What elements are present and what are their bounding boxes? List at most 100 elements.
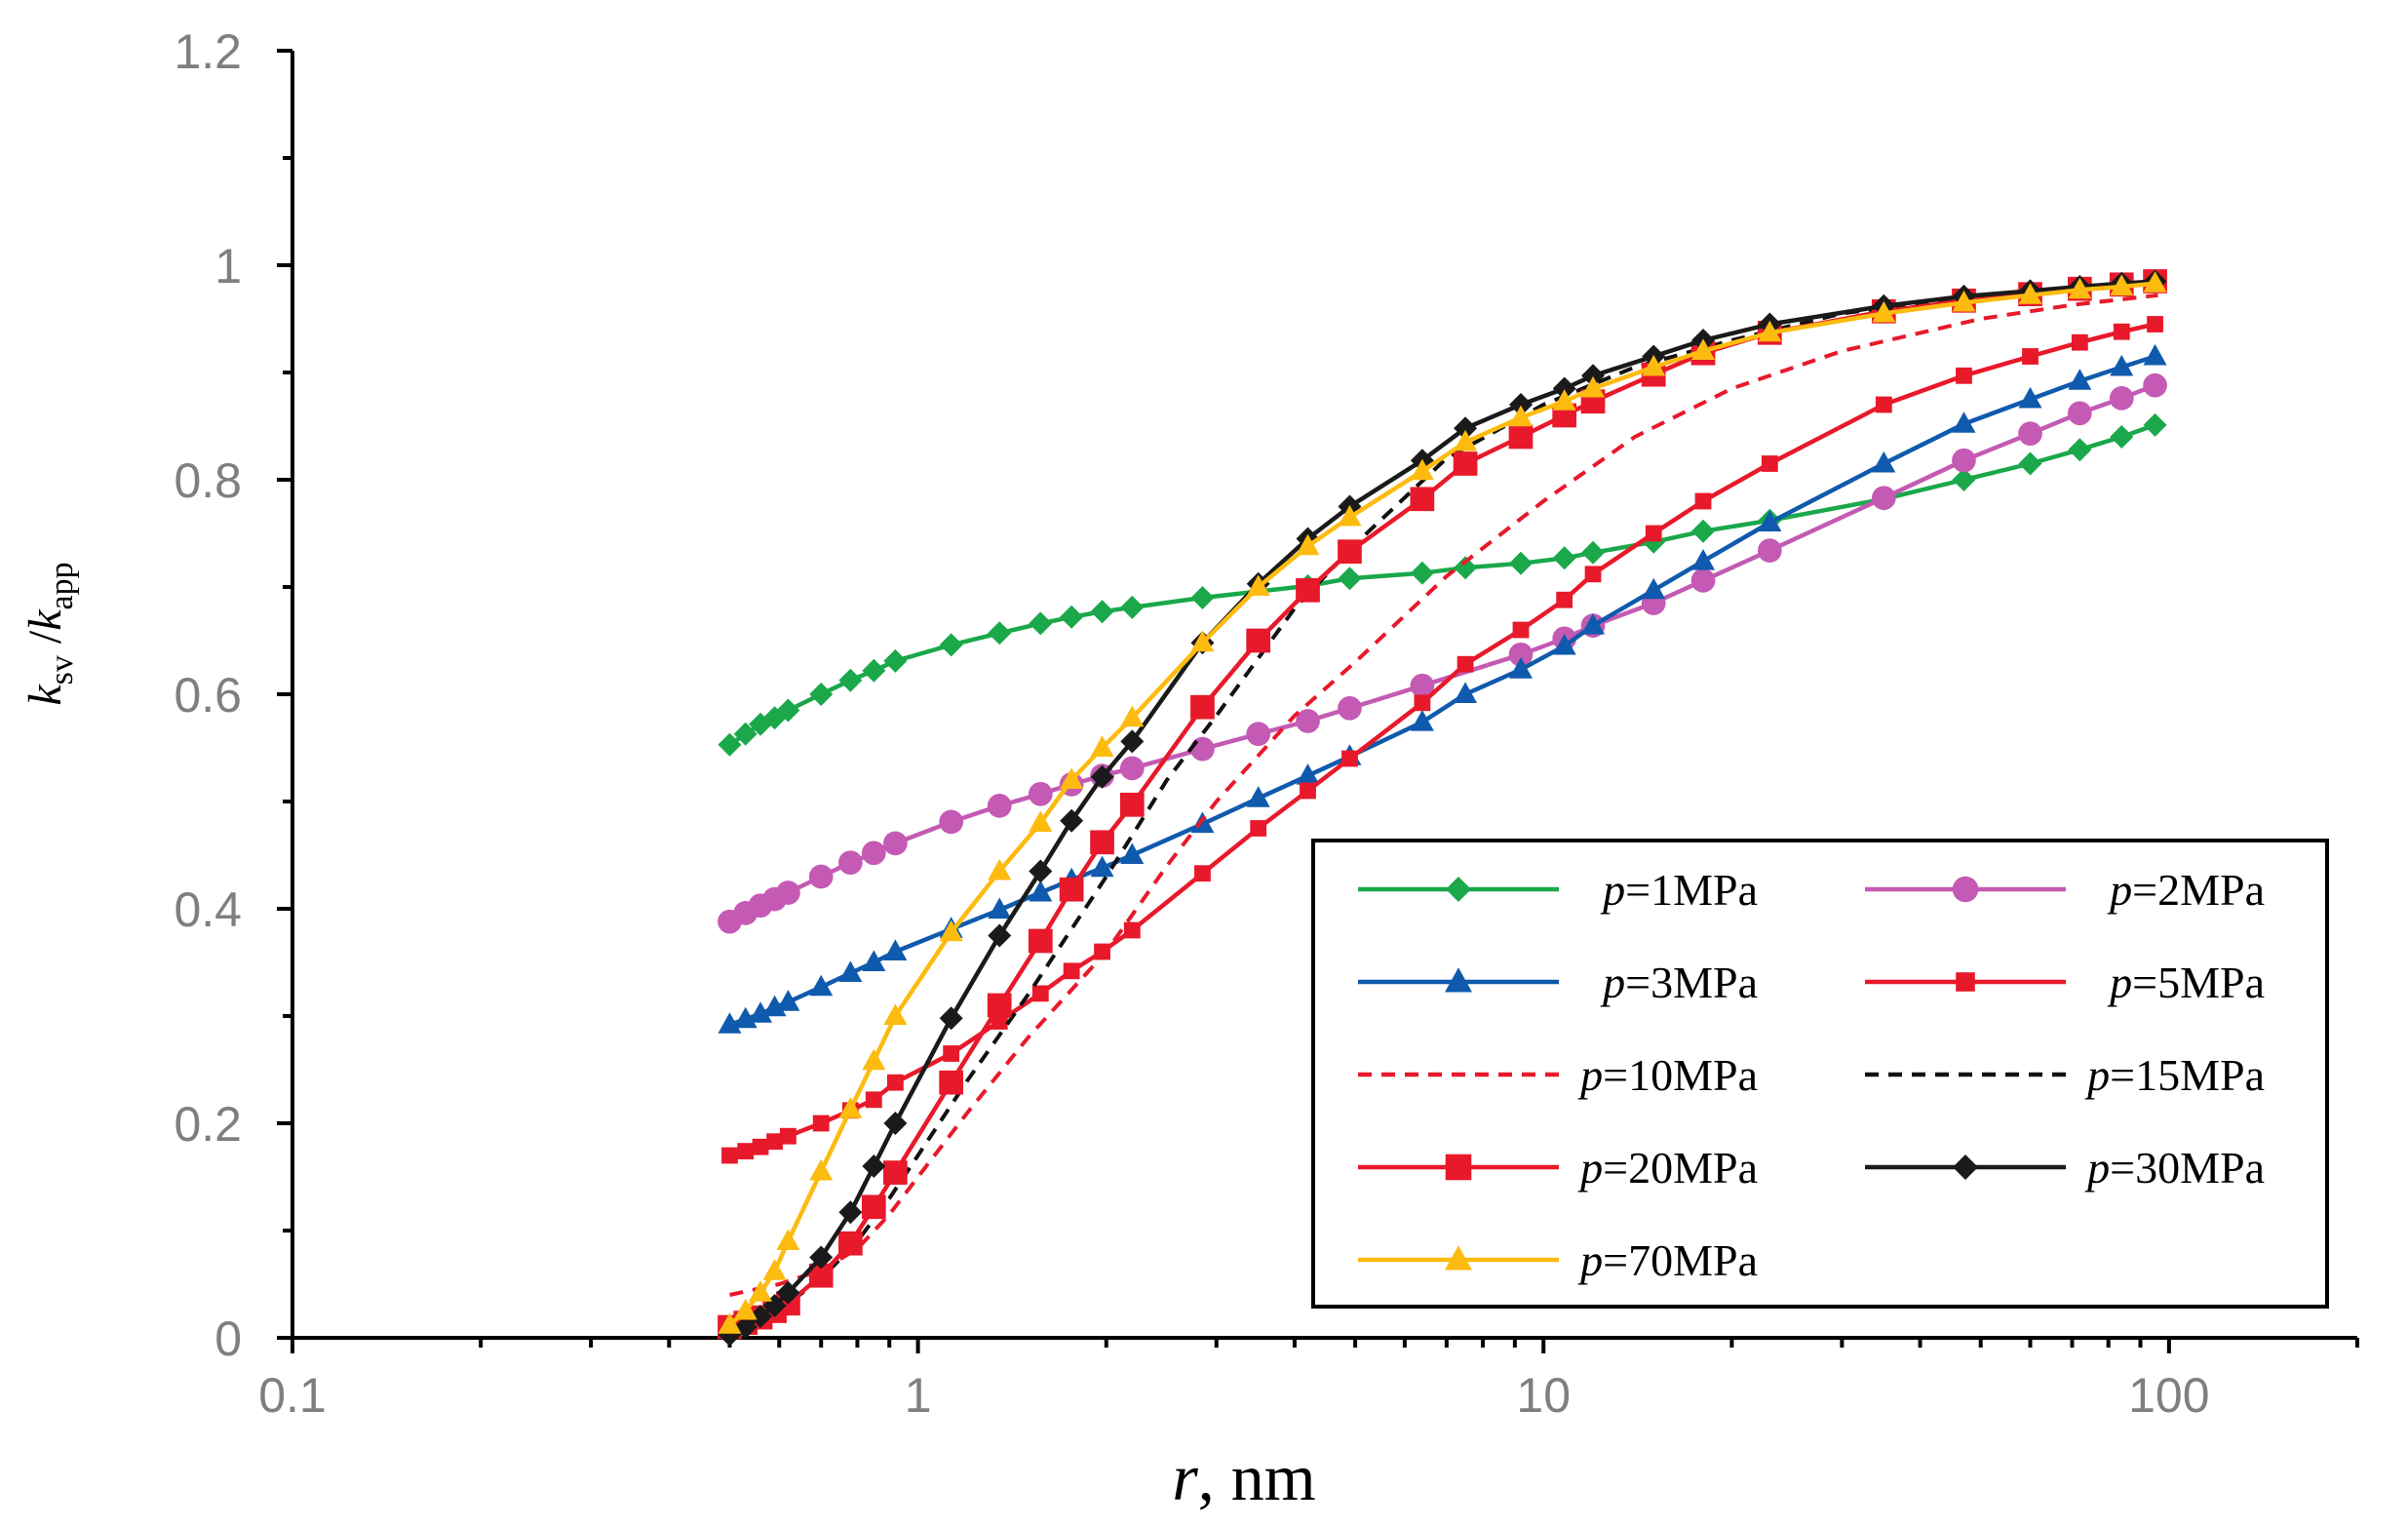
x-tick-label: 1	[905, 1368, 932, 1423]
data-point	[838, 668, 863, 692]
y-tick-label: 0.6	[174, 668, 242, 723]
y-axis-title-sub1: sv	[44, 655, 80, 685]
data-point	[883, 939, 908, 960]
data-point	[862, 658, 886, 683]
data-point	[1871, 486, 1896, 511]
data-point	[1508, 642, 1534, 667]
data-point	[1691, 519, 1716, 543]
data-point	[1120, 729, 1145, 754]
data-point	[1120, 842, 1145, 864]
data-point	[1190, 586, 1215, 609]
data-point	[1581, 375, 1606, 398]
data-point	[733, 722, 757, 746]
data-point	[1090, 830, 1114, 855]
data-point	[886, 1074, 904, 1091]
data-point	[2143, 412, 2167, 437]
data-point	[1029, 611, 1053, 636]
data-point	[2022, 348, 2039, 365]
data-point	[1031, 985, 1049, 1002]
data-point	[939, 920, 963, 942]
data-point	[1956, 367, 1972, 384]
data-point	[883, 648, 908, 673]
data-point	[1410, 710, 1434, 731]
data-point	[1761, 455, 1778, 472]
x-tick-label: 10	[1516, 1368, 1571, 1423]
data-point	[2018, 386, 2042, 409]
data-point	[2110, 425, 2134, 449]
legend-item: p=3MPa	[1358, 958, 1758, 1007]
data-point	[2143, 372, 2167, 398]
data-point	[1581, 540, 1606, 565]
data-point	[939, 633, 963, 657]
data-point	[1246, 786, 1270, 807]
data-point	[1509, 657, 1534, 679]
data-point	[1642, 354, 1666, 376]
legend-label: p=1MPa	[1600, 865, 1758, 915]
legend-item: p=15MPa	[1865, 1050, 2265, 1100]
data-point	[1028, 781, 1053, 806]
series-line	[729, 293, 2158, 1297]
data-point	[1454, 429, 1478, 451]
legend-item: p=30MPa	[1865, 1143, 2265, 1193]
data-point	[1691, 338, 1716, 360]
data-point	[838, 1231, 863, 1256]
data-point	[1454, 682, 1478, 703]
data-point	[2018, 283, 2042, 304]
data-point	[2067, 401, 2092, 426]
data-point	[718, 1012, 742, 1034]
data-point	[862, 950, 886, 971]
data-point	[2110, 274, 2134, 295]
legend-item: p=2MPa	[1865, 865, 2265, 915]
data-point	[1414, 694, 1431, 712]
legend-swatch-marker	[1445, 967, 1472, 993]
data-point	[2018, 451, 2042, 476]
data-point	[943, 1045, 960, 1062]
legend-label-var: p	[1600, 958, 1625, 1007]
data-point	[1341, 750, 1358, 767]
data-point	[1190, 630, 1215, 652]
data-point	[1509, 393, 1534, 416]
data-point	[2018, 421, 2042, 447]
data-point	[776, 1280, 800, 1305]
legend-label: p=10MPa	[1577, 1050, 1758, 1100]
data-point	[1060, 808, 1084, 833]
series-p-5mpa	[721, 316, 2163, 1164]
legend-item: p=1MPa	[1358, 865, 1758, 915]
data-point	[883, 831, 908, 856]
data-point	[838, 1200, 863, 1225]
data-point	[1508, 424, 1534, 450]
data-point	[883, 1003, 908, 1025]
data-point	[1120, 595, 1145, 619]
data-point	[838, 1097, 863, 1118]
data-point	[776, 990, 800, 1011]
y-tick-label: 0	[214, 1311, 242, 1366]
data-point	[1123, 921, 1141, 939]
data-point	[883, 1160, 908, 1185]
data-point	[776, 1229, 800, 1250]
data-point	[749, 1305, 773, 1328]
data-point	[1190, 694, 1215, 720]
data-point	[776, 880, 800, 905]
legend-label: p=2MPa	[2107, 865, 2265, 915]
data-point	[1029, 859, 1053, 883]
data-point	[1246, 628, 1271, 653]
y-tick-label: 0.4	[174, 882, 242, 937]
data-point	[752, 1138, 769, 1155]
data-point	[987, 993, 1012, 1018]
series-p-70mpa	[718, 271, 2167, 1334]
data-point	[1094, 943, 1110, 960]
data-point	[1552, 389, 1576, 411]
data-point	[718, 732, 742, 757]
data-point	[1584, 566, 1602, 583]
legend-label: p=3MPa	[1600, 958, 1758, 1007]
data-point	[776, 698, 800, 723]
data-point	[1875, 396, 1892, 413]
data-point	[737, 1143, 755, 1159]
data-point	[1090, 855, 1114, 878]
series-line	[728, 281, 2158, 1332]
axes: 0 0.2 0.4 0.6 0.8 1 1.2 0.1 1 10 100	[174, 24, 2359, 1423]
data-point	[1338, 539, 1362, 565]
y-tick-label: 0.8	[174, 453, 242, 508]
